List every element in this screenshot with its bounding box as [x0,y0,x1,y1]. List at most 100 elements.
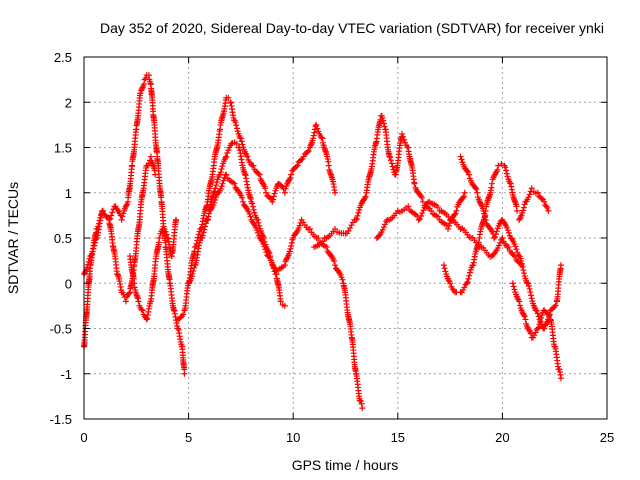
data-point [224,149,231,156]
data-point [518,260,525,267]
data-point [286,176,293,183]
data-point [521,201,528,208]
data-point [502,164,509,171]
data-point [200,229,207,236]
tick-layer: 0 5 10 15 20 25 -1.5 -1 -0.5 0 0.5 1 1.5 2 2.5 [50,50,615,445]
x-tick-label: 15 [391,430,405,445]
data-point [533,307,540,314]
data-point [212,197,219,204]
data-point [283,255,290,262]
data-point [520,267,527,274]
data-point [425,199,432,206]
data-point [521,270,528,277]
data-point [222,154,229,161]
data-point [526,285,533,292]
data-point [191,264,198,271]
y-tick-label: 1 [65,186,72,201]
data-point [434,204,441,211]
data-point [545,207,552,214]
data-point [400,133,407,140]
data-point [491,235,498,241]
data-point [503,167,510,174]
data-point [213,194,220,201]
data-point [418,212,425,219]
data-point [262,246,269,253]
data-point [387,154,394,161]
data-point [514,249,521,256]
series-group [373,198,525,269]
data-point [287,174,294,181]
data-point [516,298,523,305]
data-point [388,160,395,167]
data-point [239,194,246,201]
data-point [522,316,529,323]
data-point [525,282,532,289]
data-point [498,160,505,167]
data-point [156,235,163,241]
data-point [228,140,235,147]
series-group [457,153,564,332]
data-point [218,183,225,190]
data-point [544,204,551,211]
data-point [296,222,303,229]
data-point [239,198,246,205]
data-point [499,235,506,241]
data-point [465,275,472,282]
data-point [233,125,240,132]
data-point [90,245,97,252]
x-tick-label: 10 [286,430,300,445]
data-point [527,292,534,299]
data-point [463,280,470,287]
data-point [238,138,245,145]
x-tick-label: 25 [600,430,614,445]
data-point [273,271,280,278]
data-point [313,121,320,128]
data-point [532,329,539,336]
data-point [452,210,459,217]
data-point [84,261,91,268]
data-point [443,222,450,229]
data-point [527,330,534,337]
data-point [86,255,93,262]
y-tick-label: 0.5 [54,231,72,246]
data-point [231,180,238,187]
data-point [494,166,501,173]
data-point [380,224,387,231]
data-point [332,225,339,232]
data-point [177,314,184,321]
data-point [293,163,300,170]
data-point [239,141,246,148]
data-point [281,302,288,309]
data-point [292,230,299,237]
data-point [217,169,224,176]
data-point [419,210,426,217]
data-point [139,307,146,314]
data-point [405,203,412,210]
data-point [557,375,564,382]
series-group [311,112,468,251]
data-point [509,280,516,287]
data-point [287,245,294,252]
data-layer [81,72,564,412]
data-point [271,190,278,197]
data-point [122,298,129,305]
y-tick-label: 2.5 [54,50,72,65]
data-point [492,231,499,238]
data-point [247,213,254,220]
data-point [189,270,196,277]
series-group [206,171,366,412]
data-point [458,156,465,163]
data-point [536,321,543,328]
data-point [428,207,435,214]
data-point [109,209,116,216]
data-point [493,228,500,235]
series-group [509,280,564,382]
data-point [123,202,130,209]
data-point [298,156,305,163]
data-point [477,200,484,207]
data-point [140,81,147,88]
data-point [514,207,521,214]
x-axis-label: GPS time / hours [292,457,399,473]
data-point [504,227,511,234]
data-point [503,170,510,177]
